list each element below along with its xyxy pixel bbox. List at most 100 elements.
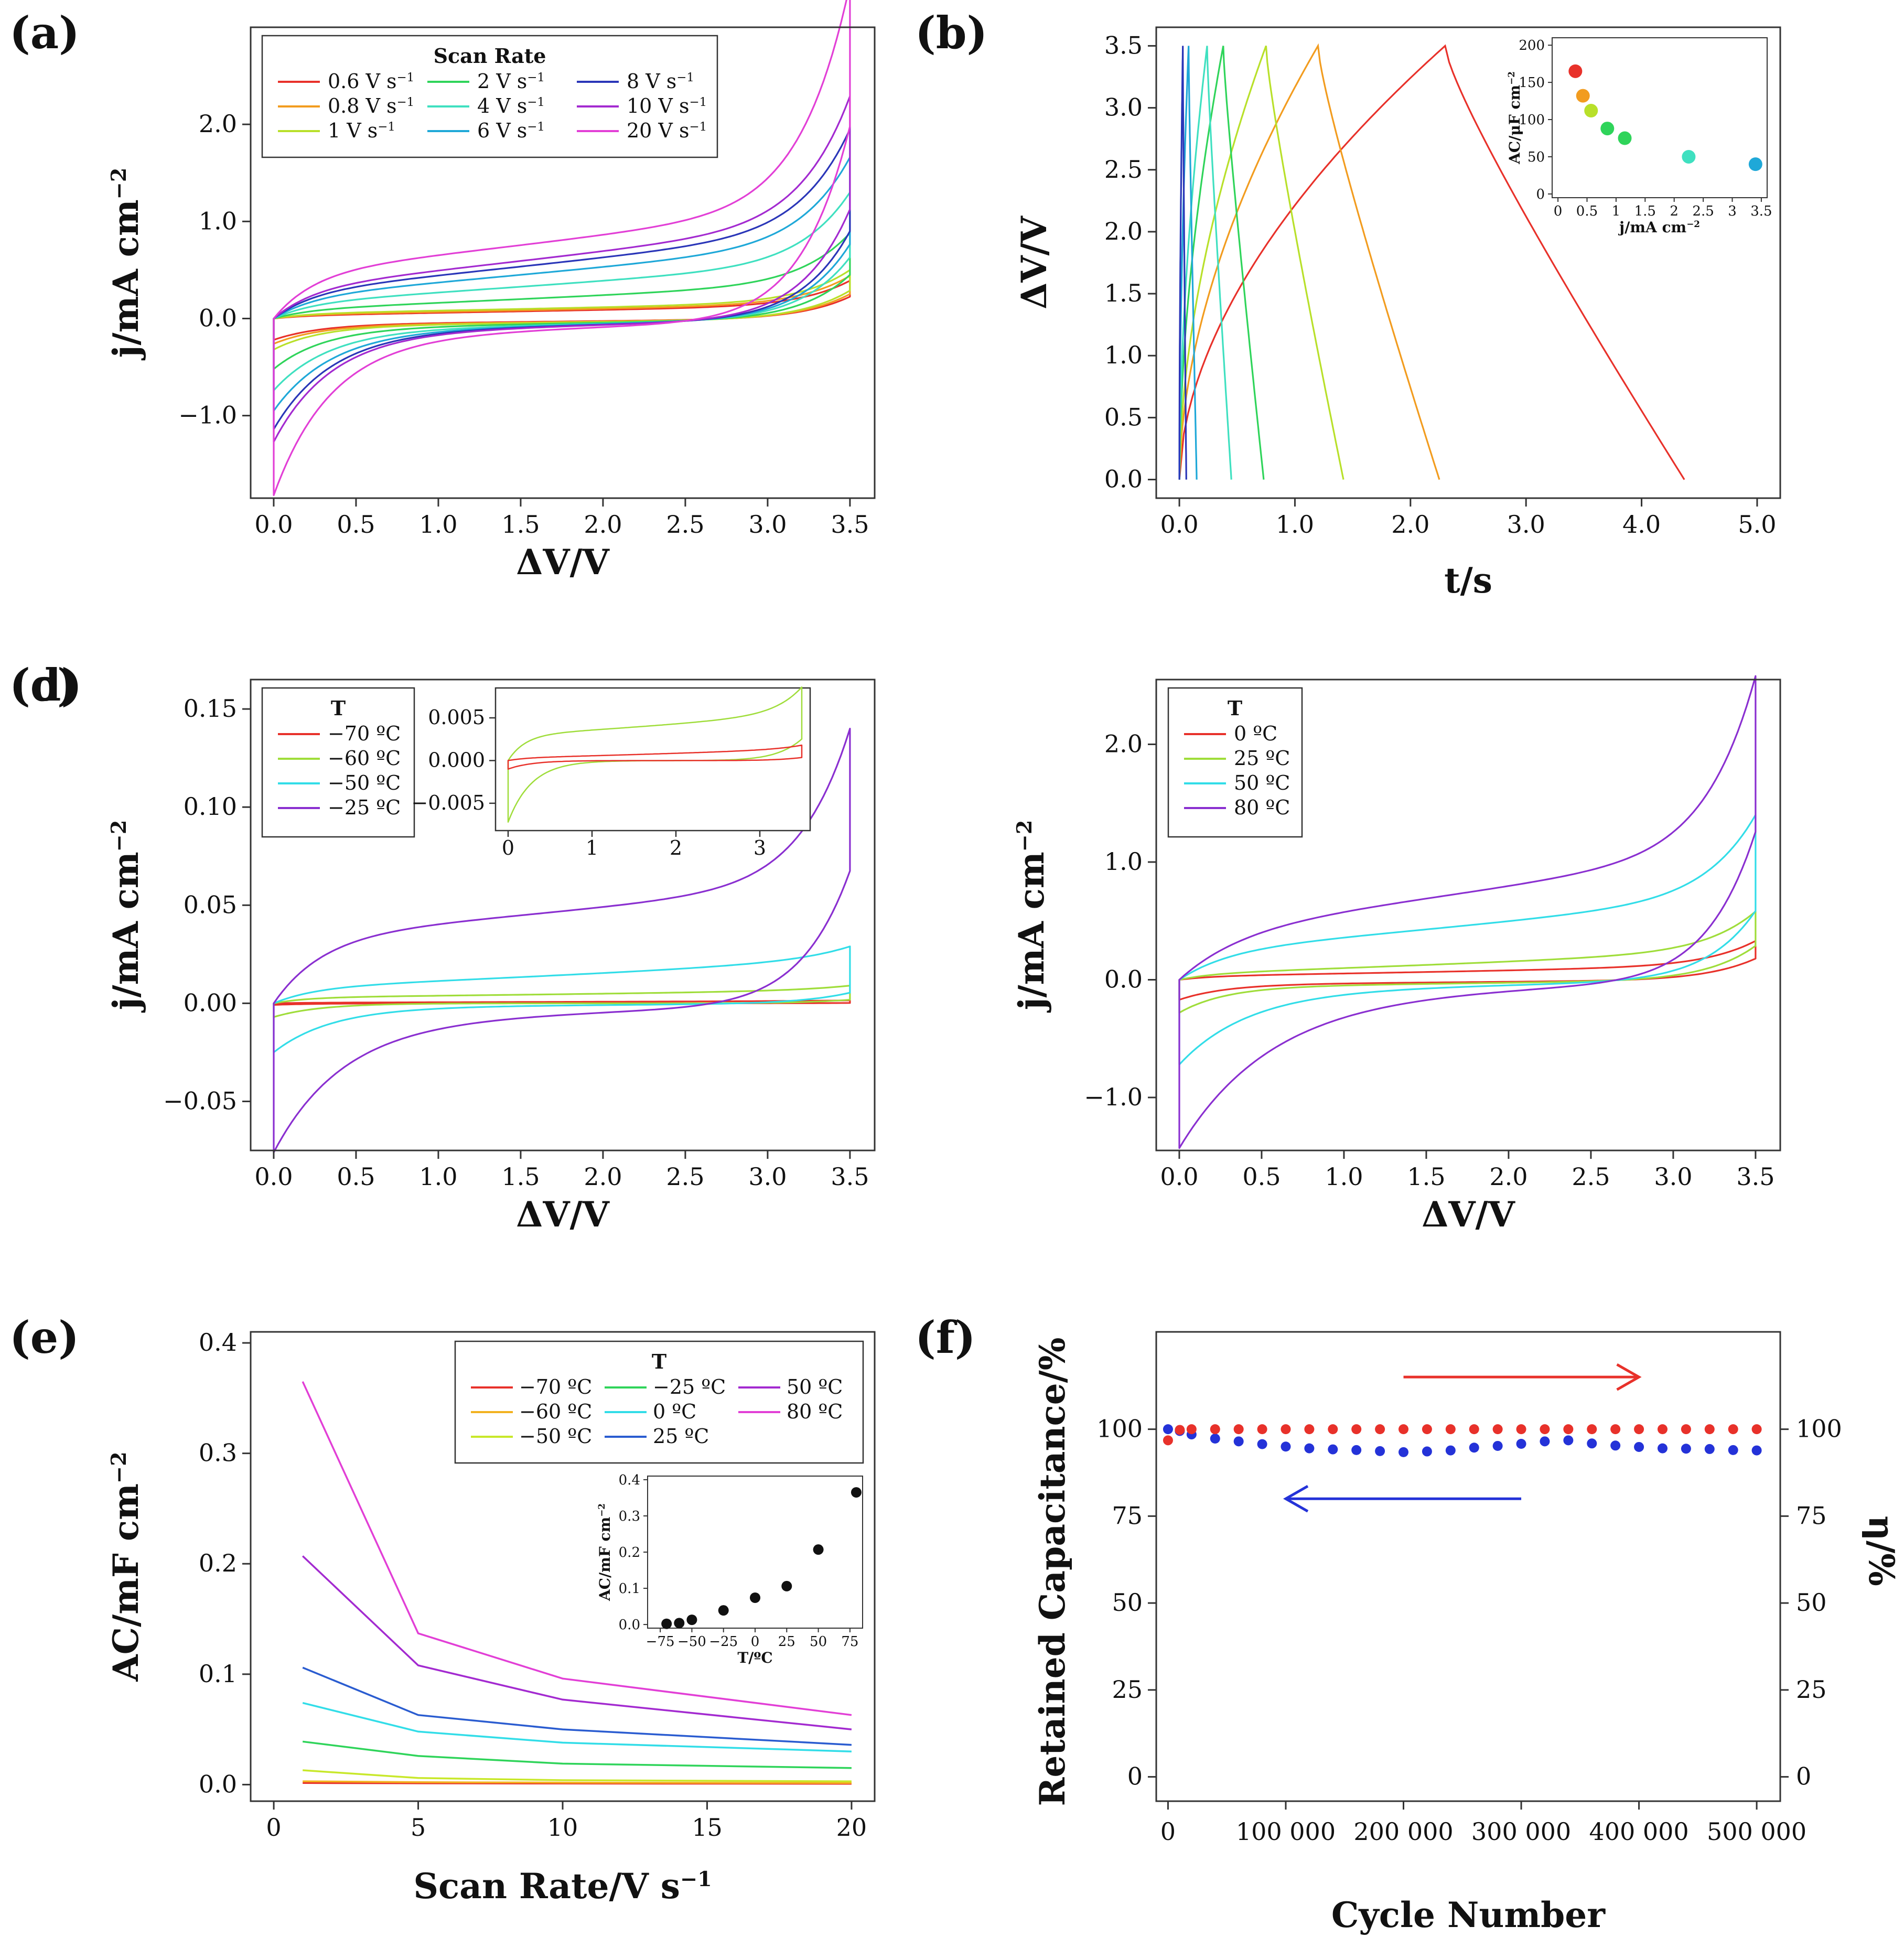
x-tick-label: 3.0	[1507, 510, 1545, 539]
cv-curve-2	[273, 269, 851, 351]
legend-entry: 25 ºC	[653, 1425, 709, 1448]
x-axis-label: Scan Rate/V s−1	[413, 1866, 712, 1907]
efficiency-point	[1563, 1424, 1574, 1435]
x-tick-label: 1.5	[501, 510, 540, 539]
efficiency-point	[1445, 1424, 1456, 1435]
capacitance-point	[1540, 1436, 1550, 1447]
x-tick-label: 2.5	[666, 510, 704, 539]
legend-entry-base: 20 V s	[627, 119, 689, 142]
legend-entry: 8 V s−1	[627, 70, 694, 93]
cv-curve-0	[1178, 940, 1757, 1001]
legend-title: T	[1228, 696, 1242, 720]
panel-label: (b)	[915, 7, 987, 59]
inset-y-tick-label: 0	[1536, 187, 1545, 202]
capacitance-point	[1304, 1443, 1315, 1454]
legend-entry-sup: −1	[397, 95, 415, 109]
y-tick-label: 1.0	[1104, 847, 1143, 876]
legend-entry: 20 V s−1	[627, 119, 707, 142]
legend-entry-base: 0.8 V s	[328, 94, 397, 117]
y2-axis-label: η/%	[1861, 1515, 1902, 1586]
x-axis-label: ΔV/V	[516, 542, 610, 583]
efficiency-point	[1704, 1424, 1715, 1435]
legend-entry: −60 ºC	[328, 747, 401, 770]
plot-frame	[1155, 26, 1781, 499]
capacitance-point	[1516, 1438, 1526, 1449]
cv-curve-3	[1178, 675, 1757, 1149]
legend-entry: −25 ºC	[653, 1375, 726, 1398]
inset-x-tick-label: 0	[751, 1634, 760, 1650]
x-axis-label-base: Scan Rate/V s	[413, 1866, 680, 1907]
capacitance-point	[1469, 1443, 1479, 1453]
y-axis-label-base: AC/mF cm	[105, 1483, 146, 1682]
inset-y-axis-label-sup: −2	[1506, 71, 1516, 85]
y2-tick-label: 100	[1796, 1415, 1842, 1443]
inset-point-6	[1748, 157, 1762, 171]
legend-entry-base: −50 ºC	[328, 771, 401, 794]
inset-point-3	[1600, 122, 1615, 136]
y-tick-label: 0	[1127, 1762, 1143, 1791]
legend-entry: 4 V s−1	[477, 94, 545, 117]
x-tick-label: 2.5	[666, 1163, 704, 1191]
legend-entry: 80 ºC	[787, 1400, 843, 1423]
cv-curve-5	[273, 156, 851, 412]
legend-entry-sup: −1	[378, 120, 395, 134]
inset-x-tick-label: −50	[677, 1634, 706, 1650]
x-tick-label: 1.5	[501, 1163, 540, 1191]
y-tick-label: 2.0	[199, 110, 237, 138]
legend-entry-base: 0.6 V s	[328, 70, 397, 93]
x-tick-label: 500 000	[1707, 1817, 1806, 1846]
y-axis-label: j/mA cm−2	[105, 168, 146, 361]
capacitance-point	[1728, 1445, 1738, 1455]
inset-y-axis-label-base: AC/μF cm	[1506, 85, 1523, 165]
y-tick-label: 0.05	[184, 890, 237, 919]
y-axis-label: AC/mF cm−2	[105, 1451, 146, 1682]
legend-title: T	[652, 1350, 666, 1373]
inset-y-tick-label: −0.005	[411, 791, 485, 814]
capacitance-point	[1351, 1445, 1362, 1455]
y-tick-label: −0.05	[163, 1086, 237, 1115]
capacitance-point	[1563, 1435, 1574, 1446]
inset-x-tick-label: 0.5	[1576, 203, 1598, 219]
inset-x-tick-label: 2	[670, 836, 682, 859]
efficiency-point	[1657, 1424, 1668, 1435]
legend-entry: 0 ºC	[653, 1400, 696, 1423]
x-tick-label: 3.0	[748, 1163, 787, 1191]
inset-point-3	[718, 1605, 729, 1616]
legend-entry-sup: −1	[527, 120, 545, 134]
inset-x-tick-label: 1.5	[1634, 203, 1656, 219]
panel-f: (f) 0 100 000 200 000 300 000 400 000 500 000 0…	[915, 1311, 1902, 1935]
inset-y-tick-label: 100	[1519, 112, 1545, 128]
x-tick-label: 3.5	[1736, 1163, 1774, 1191]
inset-x-tick-label: 0	[1554, 203, 1563, 219]
legend-entry-sup: −1	[527, 71, 545, 84]
legend-entry: 0 ºC	[1234, 722, 1277, 745]
inset-curve-0	[507, 686, 803, 823]
efficiency-point	[1681, 1424, 1691, 1435]
inset-y-tick-label: 200	[1519, 38, 1545, 53]
capacitance-point	[1163, 1424, 1173, 1435]
inset-y-tick-label: 0.005	[428, 706, 485, 729]
capacitance-point	[1210, 1434, 1220, 1444]
charge-discharge-curve-1	[1178, 43, 1440, 480]
inset-x-tick-label: 2.5	[1692, 203, 1714, 219]
efficiency-point	[1163, 1435, 1173, 1446]
x-tick-label: 100 000	[1236, 1817, 1336, 1846]
y-tick-label: 0.00	[184, 988, 237, 1017]
inset-x-tick-label: 3	[1728, 203, 1737, 219]
y-tick-label: 25	[1112, 1675, 1143, 1704]
x-tick-label: 3.0	[748, 510, 787, 539]
panel-d: (d) 0.0 0.5 1.0 1.5 2.0 2.5 3.0 3.5 −1.0 0.0 1.0 2.0…	[9, 659, 1781, 1235]
efficiency-point	[1328, 1424, 1338, 1435]
panel-label: (d)	[9, 659, 82, 711]
capacitance-point	[1422, 1446, 1432, 1457]
charge-discharge-curve-6	[1178, 46, 1187, 480]
inset-x-axis-label-sup: −2	[1686, 219, 1700, 229]
cv-curve-7	[273, 95, 851, 443]
ac-curve-3	[302, 1740, 852, 1769]
x-tick-label: 15	[692, 1813, 723, 1842]
inset-frame	[494, 687, 811, 832]
capacitance-point	[1257, 1439, 1267, 1449]
legend-entry: 0.8 V s−1	[328, 94, 414, 117]
x-tick-label: 1.0	[419, 1163, 457, 1191]
x-axis-label: t/s	[1444, 560, 1492, 601]
